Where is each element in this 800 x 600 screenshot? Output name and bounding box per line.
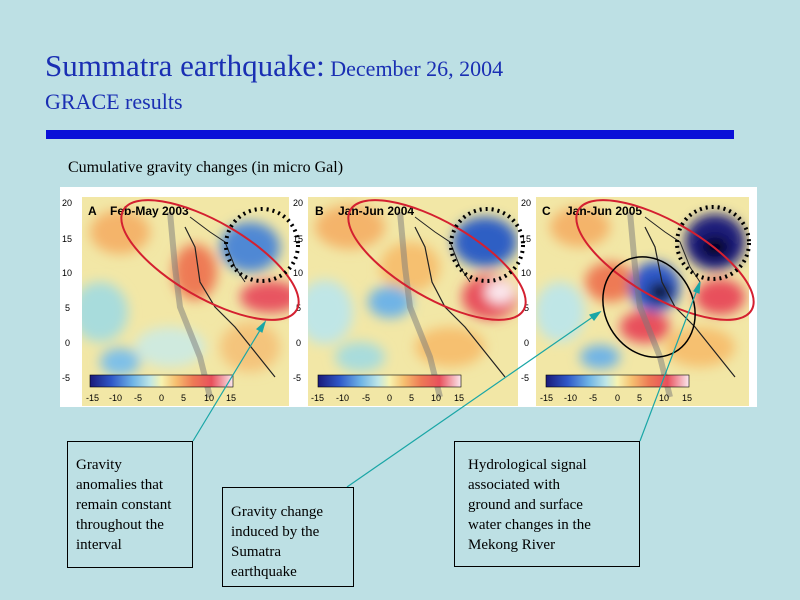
callout-earthquake-change: Gravity change induced by the Sumatra ea…	[222, 487, 354, 587]
colorbar-tick: -5	[589, 393, 597, 403]
dotted-circle-b	[449, 207, 525, 283]
colorbar-tick: 0	[615, 393, 620, 403]
colorbar-ticks-a: -15 -10 -5 0 5 10 15	[86, 393, 236, 403]
grace-gravity-figure: A Feb-May 2003 B Jan-Jun 2004	[60, 187, 757, 407]
callout-line: remain constant	[76, 497, 172, 513]
title-date: December 26, 2004	[324, 56, 504, 81]
slide-subtitle: GRACE results	[45, 89, 183, 114]
callout-line: interval	[76, 537, 122, 553]
colorbar-tick: 15	[454, 393, 464, 403]
colorbar-tick: -15	[86, 393, 99, 403]
callout-line: water changes in the	[468, 517, 591, 533]
panel-a-period: Feb-May 2003	[110, 204, 189, 218]
lat-tick: 20	[521, 198, 531, 208]
arrow-right	[639, 281, 701, 442]
colorbar-tick: -10	[564, 393, 577, 403]
lat-tick: 0	[296, 338, 301, 348]
callout-line: anomalies that	[76, 477, 164, 493]
callout-hydrological-signal: Hydrological signal associated with grou…	[454, 441, 640, 567]
title-divider	[46, 130, 734, 139]
callout-line: Hydrological signal	[468, 457, 587, 473]
lat-tick: 10	[521, 268, 531, 278]
lat-tick: 15	[293, 234, 303, 244]
colorbar-tick: 5	[409, 393, 414, 403]
map-panel-b: B Jan-Jun 2004	[308, 197, 518, 406]
panel-c-period: Jan-Jun 2005	[566, 204, 642, 218]
slide-title: Summatra earthquake: December 26, 2004	[45, 48, 503, 84]
lat-tick: 10	[293, 268, 303, 278]
figure-caption: Cumulative gravity changes (in micro Gal…	[68, 159, 343, 177]
panel-b-label: B	[315, 204, 324, 218]
lat-tick: 5	[524, 303, 529, 313]
lat-tick: 10	[62, 268, 72, 278]
colorbar-ticks-c: -15 -10 -5 0 5 10 15	[540, 393, 692, 403]
colorbar-tick: 0	[159, 393, 164, 403]
arrowhead-right	[693, 281, 701, 294]
red-ellipse-a	[120, 199, 300, 321]
callout-line: Mekong River	[468, 537, 556, 553]
map-panel-c: C Jan-Jun 2005	[536, 197, 749, 406]
dotted-circle-c	[675, 205, 751, 281]
lat-tick: 15	[521, 234, 531, 244]
colorbar-tick: -10	[336, 393, 349, 403]
colorbar-ticks-b: -15 -10 -5 0 5 10 15	[311, 393, 464, 403]
lat-ticks-right: 20 15 10 5 0 -5	[521, 198, 531, 383]
colorbar-tick: -15	[311, 393, 324, 403]
earthquake-zone-ellipses	[120, 199, 755, 321]
callout-constant-anomalies: Gravity anomalies that remain constant t…	[67, 441, 193, 568]
lat-tick: 0	[65, 338, 70, 348]
lat-tick: 20	[62, 198, 72, 208]
lat-tick: -5	[521, 373, 529, 383]
colorbar-tick: -5	[362, 393, 370, 403]
red-ellipse-c	[575, 199, 755, 321]
callout-line: associated with	[468, 477, 561, 493]
callout-line: throughout the	[76, 517, 164, 533]
lat-ticks-left: 20 15 10 5 0 -5	[62, 198, 72, 383]
lat-tick: -5	[293, 373, 301, 383]
panel-c-label: C	[542, 204, 551, 218]
callout-line: Gravity change	[231, 504, 324, 520]
lat-tick: 20	[293, 198, 303, 208]
lat-tick: 15	[62, 234, 72, 244]
colorbar-tick: 15	[226, 393, 236, 403]
colorbar-tick: 0	[387, 393, 392, 403]
colorbar-ticks: -15 -10 -5 0 5 10 15 -15 -10 -5 0 5 10 1…	[86, 393, 692, 403]
lat-tick: 0	[524, 338, 529, 348]
title-main: Summatra earthquake:	[45, 48, 325, 83]
arrowhead-left	[255, 320, 267, 333]
arrowhead-middle	[588, 310, 602, 321]
colorbar-tick: 5	[637, 393, 642, 403]
lat-tick: -5	[62, 373, 70, 383]
colorbar-tick: 10	[204, 393, 214, 403]
callout-line: Gravity	[76, 457, 122, 473]
callout-line: ground and surface	[468, 497, 583, 513]
dotted-circle-a	[224, 207, 300, 283]
lat-tick: 5	[65, 303, 70, 313]
arrow-left	[192, 321, 266, 442]
callout-line: induced by the	[231, 524, 320, 540]
red-ellipse-b	[347, 199, 527, 321]
colorbar-tick: 15	[682, 393, 692, 403]
colorbar-tick: 10	[659, 393, 669, 403]
colorbar-tick: -5	[134, 393, 142, 403]
panel-a-label: A	[88, 204, 97, 218]
colorbar-tick: 5	[181, 393, 186, 403]
map-panel-a: A Feb-May 2003	[82, 197, 289, 406]
callout-line: Sumatra	[231, 544, 281, 560]
colorbar-tick: -10	[109, 393, 122, 403]
mekong-dotted-circles	[224, 205, 751, 283]
sumatra-signal-ellipse	[602, 256, 696, 358]
latitude-ticks: 20 15 10 5 0 -5 20 15 10 5 0 -5 20 15 10…	[62, 198, 531, 383]
panel-b-period: Jan-Jun 2004	[338, 204, 414, 218]
figure-caption-text: Cumulative gravity changes (in micro Gal…	[68, 159, 344, 176]
arrow-middle	[346, 311, 601, 488]
callout-arrows	[192, 281, 701, 488]
colorbar-tick: -15	[540, 393, 553, 403]
colorbar-tick: 10	[431, 393, 441, 403]
callout-line: earthquake	[231, 564, 297, 580]
gravity-maps: A Feb-May 2003 B Jan-Jun 2004	[62, 197, 749, 406]
